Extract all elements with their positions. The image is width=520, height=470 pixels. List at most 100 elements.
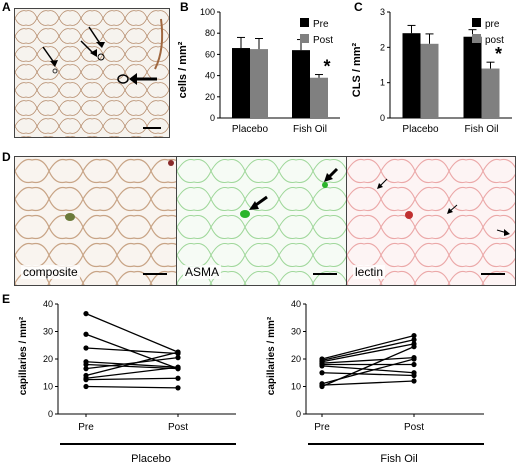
data-point-post <box>411 337 417 343</box>
y-tick-label: 10 <box>291 382 301 392</box>
y-tick-label: 1 <box>380 78 385 88</box>
y-tick-label: 10 <box>43 382 53 392</box>
y-tick-label: 2 <box>380 42 385 52</box>
scale-bar <box>481 273 505 275</box>
data-point-post <box>175 364 181 370</box>
x-tick-label: Post <box>168 422 188 433</box>
subject-line <box>85 377 179 381</box>
significance-marker: * <box>323 57 330 77</box>
bar-post <box>481 68 500 118</box>
subject-line <box>85 385 179 389</box>
subject-line <box>321 343 415 363</box>
y-tick-label: 40 <box>291 299 301 309</box>
group-label: Placebo <box>131 453 171 465</box>
data-point-pre <box>83 383 89 390</box>
composite-mesh <box>15 157 177 285</box>
subject-line <box>85 356 179 370</box>
legend-entry: Pre <box>313 19 329 30</box>
bar-pre <box>292 50 310 118</box>
data-point-pre <box>319 370 325 376</box>
micrograph-asma: ASMA <box>176 156 348 286</box>
y-tick-label: 0 <box>380 113 385 123</box>
data-point-post <box>411 344 417 350</box>
data-point-pre <box>83 375 89 381</box>
adipose-micrograph-a <box>14 8 170 138</box>
data-point-pre <box>319 383 325 390</box>
y-tick-label: 20 <box>205 92 215 102</box>
asma-caption: ASMA <box>183 265 222 279</box>
panel-label-d: D <box>2 150 11 164</box>
data-point-post <box>175 355 181 361</box>
bar-post <box>420 43 439 118</box>
bar-post <box>310 77 328 118</box>
micrograph-composite: composite <box>14 156 178 286</box>
legend-entry: pre <box>485 19 500 30</box>
significance-marker: * <box>495 44 502 64</box>
y-tick-label: 0 <box>296 409 301 419</box>
y-tick-label: 80 <box>205 28 215 38</box>
bar-pre <box>402 33 421 119</box>
data-point-post <box>175 385 181 391</box>
legend-swatch <box>472 34 481 43</box>
lectin-mesh <box>347 157 515 285</box>
chart-e-fishoil-ylabel: capillaries / mm² <box>266 316 277 395</box>
category-label: Fish Oil <box>293 124 327 135</box>
subject-line <box>85 351 179 377</box>
data-point-post <box>411 372 417 379</box>
legend-swatch <box>300 34 309 43</box>
subject-line <box>85 363 179 370</box>
chart-e-placebo-ylabel: capillaries / mm² <box>18 316 29 395</box>
chart-b-ylabel: cells / mm² <box>177 41 189 98</box>
data-point-pre <box>83 345 89 351</box>
data-point-pre <box>83 331 89 337</box>
subject-line <box>321 365 415 374</box>
micrograph-lectin: lectin <box>346 156 516 286</box>
subject-line <box>321 346 415 388</box>
category-label: Placebo <box>402 124 439 135</box>
data-point-pre <box>83 361 89 368</box>
y-tick-label: 40 <box>43 299 53 309</box>
panel-label-e: E <box>2 292 11 306</box>
composite-caption: composite <box>21 265 80 279</box>
y-tick-label: 20 <box>43 354 53 364</box>
x-tick-label: Pre <box>314 422 330 433</box>
category-label: Placebo <box>232 124 269 135</box>
subject-line <box>321 372 415 377</box>
lectin-caption: lectin <box>353 265 386 279</box>
bar-pre <box>232 48 250 118</box>
legend-swatch <box>300 18 309 27</box>
data-point-pre <box>83 366 89 372</box>
panel-label-a: A <box>2 0 11 14</box>
data-point-post <box>411 333 417 339</box>
x-tick-label: Pre <box>78 422 94 433</box>
y-tick-label: 0 <box>48 409 53 419</box>
y-tick-label: 100 <box>200 7 215 17</box>
bar-post <box>250 49 268 118</box>
subject-line <box>321 334 415 360</box>
data-point-post <box>411 356 417 362</box>
legend-swatch <box>472 18 481 27</box>
panel-label-b: B <box>180 0 189 14</box>
x-tick-label: Post <box>404 422 424 433</box>
subject-line <box>85 347 179 355</box>
y-tick-label: 30 <box>43 327 53 337</box>
subject-line <box>321 356 415 364</box>
panel-label-c: C <box>354 0 363 14</box>
y-tick-label: 40 <box>205 71 215 81</box>
data-point-pre <box>319 363 325 369</box>
data-point-post <box>411 378 417 384</box>
chart-c-ylabel: CLS / mm² <box>351 42 363 97</box>
data-point-post <box>411 361 417 368</box>
subject-line <box>321 380 415 386</box>
group-label: Fish Oil <box>380 453 417 465</box>
adipocyte-mesh-a <box>15 9 169 137</box>
subject-line <box>85 361 179 368</box>
subject-line <box>85 333 179 370</box>
chart-c: CLS / mm² 0 1 2 3 Placebo Fish Oil * pre post <box>351 7 512 135</box>
data-point-post <box>175 349 181 355</box>
y-tick-label: 0 <box>210 113 215 123</box>
chart-e-placebo: capillaries / mm² 0 10 20 30 40 Pre Post Placeb… <box>18 299 236 465</box>
bar-pre <box>463 36 482 118</box>
chart-b: cells / mm² 0 20 40 60 80 100 Placebo Fish Oil *… <box>177 7 340 135</box>
y-tick-label: 3 <box>380 7 385 17</box>
